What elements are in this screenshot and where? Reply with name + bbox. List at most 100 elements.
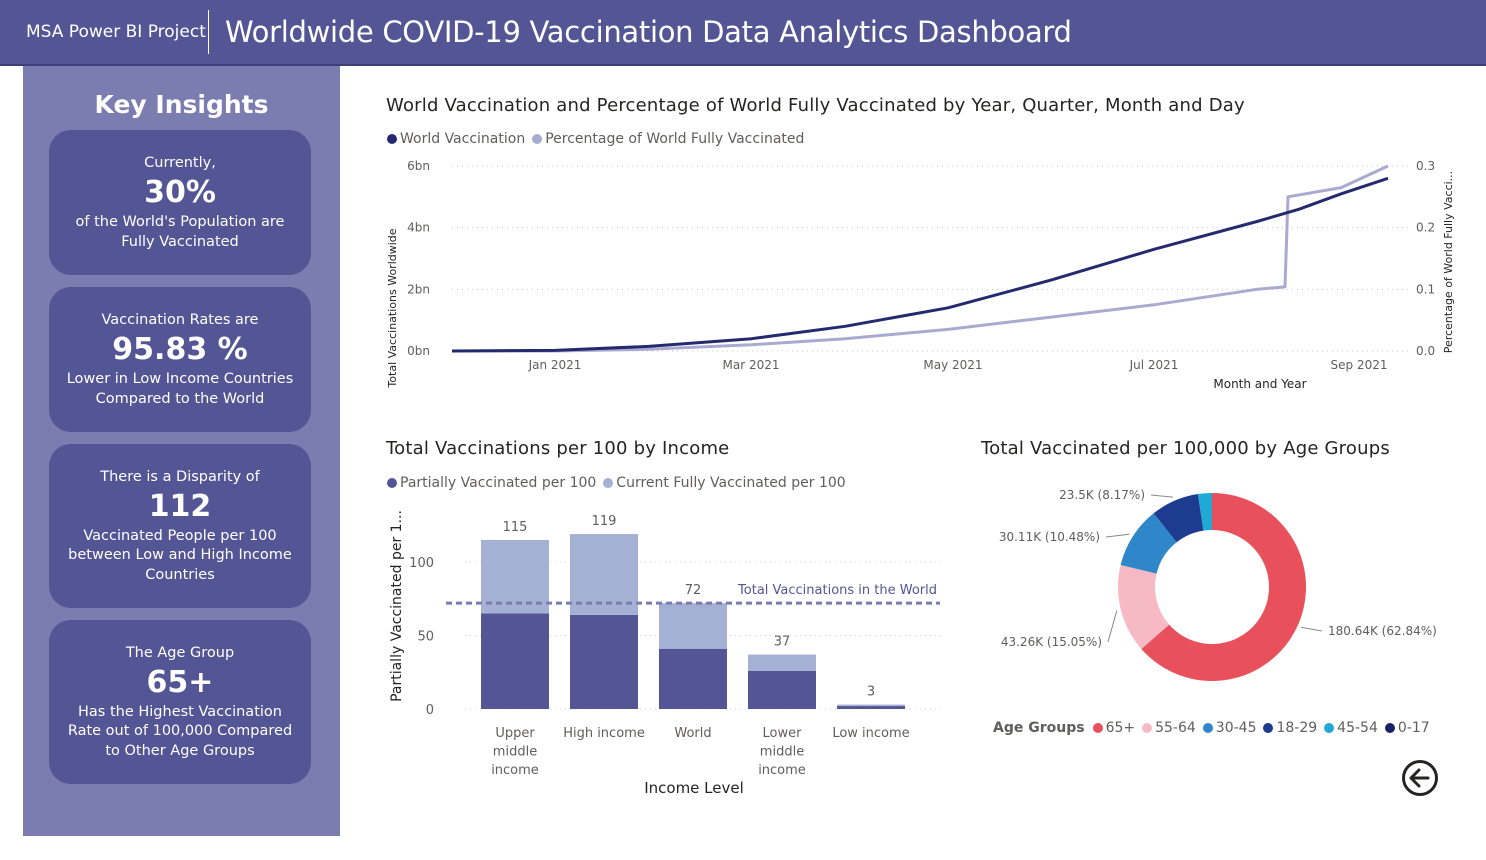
series-line-world-vaccination[interactable]	[451, 176, 1389, 353]
bar-fully-vaccinated[interactable]	[481, 539, 549, 614]
legend-label: 18-29	[1276, 720, 1318, 736]
x-category-label: income	[758, 763, 806, 778]
bar-fully-vaccinated[interactable]	[837, 704, 905, 707]
legend-label: Percentage of World Fully Vaccinated	[545, 131, 805, 147]
legend-label: 65+	[1105, 720, 1136, 736]
header-divider	[208, 10, 209, 54]
insight-card-fully-vaccinated: Currently, 30% of the World's Population…	[49, 130, 311, 275]
legend-item-age-30-45[interactable]: 30-45	[1202, 720, 1257, 736]
bar-chart-y-label: Partially Vaccinated per 1...	[389, 510, 405, 702]
legend-dot-icon	[1324, 723, 1335, 733]
x-category-label: middle	[760, 745, 804, 760]
y-left-tick-label: 0bn	[407, 344, 430, 358]
x-category-label: High income	[563, 726, 645, 741]
donut-slice-55-64[interactable]	[1118, 565, 1170, 650]
insight-pre: Vaccination Rates are	[101, 312, 259, 328]
bar-chart[interactable]: 100 50 0 115 Upper middle income 119 High incom…	[380, 500, 960, 805]
legend-dot-icon	[1384, 723, 1395, 733]
bar-partially-vaccinated[interactable]	[837, 706, 905, 709]
line-chart-x-label: Month and Year	[1213, 377, 1306, 391]
legend-item-age-65+[interactable]: 65+	[1092, 720, 1136, 736]
legend-dot-icon	[532, 134, 543, 144]
bar-partially-vaccinated[interactable]	[659, 648, 727, 709]
donut-slice-30-45[interactable]	[1120, 513, 1177, 574]
insight-pre: There is a Disparity of	[100, 468, 260, 485]
bar-chart-title: Total Vaccinations per 100 by Income	[386, 438, 730, 459]
legend-item-fully-vaccinated[interactable]: Current Fully Vaccinated per 100	[603, 475, 846, 491]
line-chart[interactable]: 6bn 4bn 2bn 0bn 0.3 0.2 0.1 0.0 Jan 2021 Mar 20…	[380, 150, 1470, 400]
donut-slice-65+[interactable]	[1141, 493, 1306, 681]
bar-partially-vaccinated[interactable]	[748, 670, 816, 709]
donut-slice-45-54[interactable]	[1197, 493, 1212, 531]
donut-chart-legend[interactable]: Age Groups 65+ 55-64 30-45 18-29 45-54 0-17	[993, 720, 1437, 736]
legend-dot-icon	[603, 478, 614, 488]
y-left-tick-label: 2bn	[407, 282, 430, 296]
x-tick-label: Jul 2021	[1129, 358, 1179, 372]
legend-label: World Vaccination	[400, 131, 526, 147]
donut-leader-line	[1107, 610, 1118, 643]
donut-chart[interactable]: 180.64K (62.84%) 43.26K (15.05%) 30.11K (1…	[980, 470, 1460, 710]
bar-chart-bars[interactable]	[446, 534, 940, 709]
back-button[interactable]	[1402, 760, 1438, 796]
legend-dot-icon	[1202, 723, 1213, 733]
line-chart-right-axis: 0.3 0.2 0.1 0.0	[1416, 159, 1435, 358]
insight-post: Has the Highest Vaccination Rate out of …	[67, 703, 293, 759]
legend-label: 30-45	[1215, 720, 1257, 736]
donut-data-label: 180.64K (62.84%)	[1328, 624, 1437, 638]
legend-item-world-vaccination[interactable]: World Vaccination	[387, 131, 525, 147]
legend-dot-icon	[1263, 723, 1274, 733]
reference-line-label: Total Vaccinations in the World	[737, 583, 937, 598]
bar-chart-grid: 100 50 0	[409, 556, 942, 718]
bar-total-label: 72	[685, 583, 702, 598]
line-chart-legend[interactable]: World Vaccination Percentage of World Fu…	[387, 131, 811, 147]
bar-fully-vaccinated[interactable]	[659, 603, 727, 649]
bar-partially-vaccinated[interactable]	[481, 613, 549, 709]
insight-pre: The Age Group	[125, 644, 235, 661]
insight-value: 95.83 %	[112, 332, 248, 367]
bar-chart-legend[interactable]: Partially Vaccinated per 100 Current Ful…	[387, 475, 853, 491]
y-tick-label: 50	[417, 630, 434, 645]
x-tick-label: Mar 2021	[723, 358, 780, 372]
legend-label: 0-17	[1397, 720, 1430, 736]
legend-item-partially-vaccinated[interactable]: Partially Vaccinated per 100	[387, 475, 596, 491]
donut-data-label: 23.5K (8.17%)	[1059, 488, 1145, 502]
legend-item-age-18-29[interactable]: 18-29	[1263, 720, 1317, 736]
x-category-label: Upper	[495, 726, 535, 741]
x-category-label: middle	[493, 745, 537, 760]
legend-item-percent-fully-vaccinated[interactable]: Percentage of World Fully Vaccinated	[532, 131, 804, 147]
line-chart-series[interactable]	[451, 164, 1389, 353]
y-right-tick-label: 0.3	[1416, 159, 1435, 173]
insight-value: 30%	[144, 175, 216, 210]
legend-item-age-45-54[interactable]: 45-54	[1324, 720, 1378, 736]
insight-value: 112	[148, 488, 212, 524]
line-chart-y-left-label: Total Vaccinations Worldwide	[386, 228, 399, 388]
bar-chart-labels: 115 Upper middle income 119 High income 72 Worl…	[491, 514, 937, 778]
legend-item-age-55-64[interactable]: 55-64	[1142, 720, 1196, 736]
insight-value: 65+	[146, 664, 214, 700]
bar-total-label: 3	[867, 685, 875, 700]
line-chart-left-axis: 6bn 4bn 2bn 0bn	[407, 159, 430, 358]
x-category-label: Lower	[763, 726, 803, 741]
donut-slice-18-29[interactable]	[1153, 494, 1204, 543]
y-left-tick-label: 6bn	[407, 159, 430, 173]
bar-partially-vaccinated[interactable]	[570, 614, 638, 709]
bar-total-label: 115	[503, 520, 528, 535]
line-chart-y-right-label: Percentage of World Fully Vacci...	[1442, 171, 1455, 353]
legend-item-age-0-17[interactable]: 0-17	[1384, 720, 1430, 736]
bar-fully-vaccinated[interactable]	[748, 654, 816, 671]
y-tick-label: 0	[426, 703, 434, 718]
series-line-percent-fully-vaccinated[interactable]	[452, 164, 1389, 353]
donut-chart-labels: 180.64K (62.84%) 43.26K (15.05%) 30.11K (1…	[999, 488, 1437, 649]
project-name: MSA Power BI Project	[26, 22, 206, 42]
donut-chart-slices[interactable]	[1118, 493, 1306, 681]
insight-post: Vaccinated People per 100 between Low an…	[68, 527, 292, 583]
insight-card-disparity: There is a Disparity of 112 Vaccinated P…	[49, 444, 311, 608]
legend-label: Current Fully Vaccinated per 100	[616, 475, 846, 491]
legend-dot-icon	[1092, 723, 1103, 733]
donut-data-label: 43.26K (15.05%)	[1001, 635, 1102, 649]
bar-fully-vaccinated[interactable]	[570, 534, 638, 615]
donut-leader-line	[1301, 626, 1323, 632]
x-category-label: income	[491, 763, 539, 778]
legend-label: 55-64	[1155, 720, 1196, 736]
x-tick-label: Jan 2021	[528, 358, 582, 372]
